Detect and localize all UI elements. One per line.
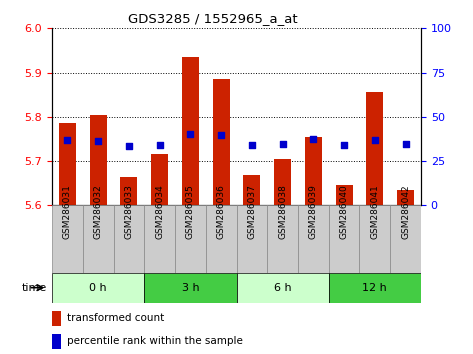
Point xyxy=(94,138,102,144)
Bar xyxy=(274,159,291,205)
Point xyxy=(310,136,317,142)
Bar xyxy=(182,57,199,205)
Point xyxy=(279,141,287,147)
Point xyxy=(217,132,225,138)
Bar xyxy=(336,185,352,205)
Text: GSM286032: GSM286032 xyxy=(94,184,103,239)
Point xyxy=(125,143,132,148)
Bar xyxy=(298,205,329,273)
Bar xyxy=(244,175,260,205)
Text: 12 h: 12 h xyxy=(362,282,387,293)
Text: GSM286041: GSM286041 xyxy=(370,184,379,239)
Bar xyxy=(114,205,144,273)
Point xyxy=(371,137,378,143)
Bar xyxy=(90,115,106,205)
Text: percentile rank within the sample: percentile rank within the sample xyxy=(67,336,243,346)
Bar xyxy=(144,205,175,273)
Text: GDS3285 / 1552965_a_at: GDS3285 / 1552965_a_at xyxy=(128,12,298,25)
Text: transformed count: transformed count xyxy=(67,313,164,323)
Bar xyxy=(59,124,76,205)
Bar xyxy=(52,334,61,349)
Point xyxy=(248,142,255,148)
Text: 3 h: 3 h xyxy=(182,282,199,293)
Bar xyxy=(305,137,322,205)
Text: GSM286035: GSM286035 xyxy=(186,184,195,239)
Bar xyxy=(213,79,229,205)
Bar xyxy=(175,205,206,273)
Bar xyxy=(236,205,267,273)
Text: GSM286042: GSM286042 xyxy=(401,184,410,239)
Text: GSM286034: GSM286034 xyxy=(155,184,164,239)
Point xyxy=(63,137,71,143)
Bar xyxy=(397,190,414,205)
Point xyxy=(341,142,348,148)
Bar xyxy=(83,205,114,273)
Text: GSM286038: GSM286038 xyxy=(278,184,287,239)
Bar xyxy=(151,154,168,205)
Point xyxy=(402,141,410,147)
Text: GSM286037: GSM286037 xyxy=(247,184,256,239)
Bar xyxy=(52,205,83,273)
Bar xyxy=(121,177,137,205)
Text: GSM286036: GSM286036 xyxy=(217,184,226,239)
Bar xyxy=(52,311,61,326)
Text: 6 h: 6 h xyxy=(274,282,291,293)
Bar xyxy=(367,92,383,205)
Text: GSM286031: GSM286031 xyxy=(63,184,72,239)
Bar xyxy=(144,273,236,303)
Text: 0 h: 0 h xyxy=(89,282,107,293)
Bar xyxy=(329,273,421,303)
Bar xyxy=(267,205,298,273)
Bar xyxy=(52,273,144,303)
Text: time: time xyxy=(22,282,47,293)
Point xyxy=(156,142,164,148)
Bar xyxy=(359,205,390,273)
Text: GSM286039: GSM286039 xyxy=(309,184,318,239)
Bar xyxy=(390,205,421,273)
Bar xyxy=(236,273,329,303)
Text: GSM286040: GSM286040 xyxy=(340,184,349,239)
Bar xyxy=(206,205,236,273)
Point xyxy=(186,131,194,137)
Text: GSM286033: GSM286033 xyxy=(124,184,133,239)
Bar xyxy=(329,205,359,273)
